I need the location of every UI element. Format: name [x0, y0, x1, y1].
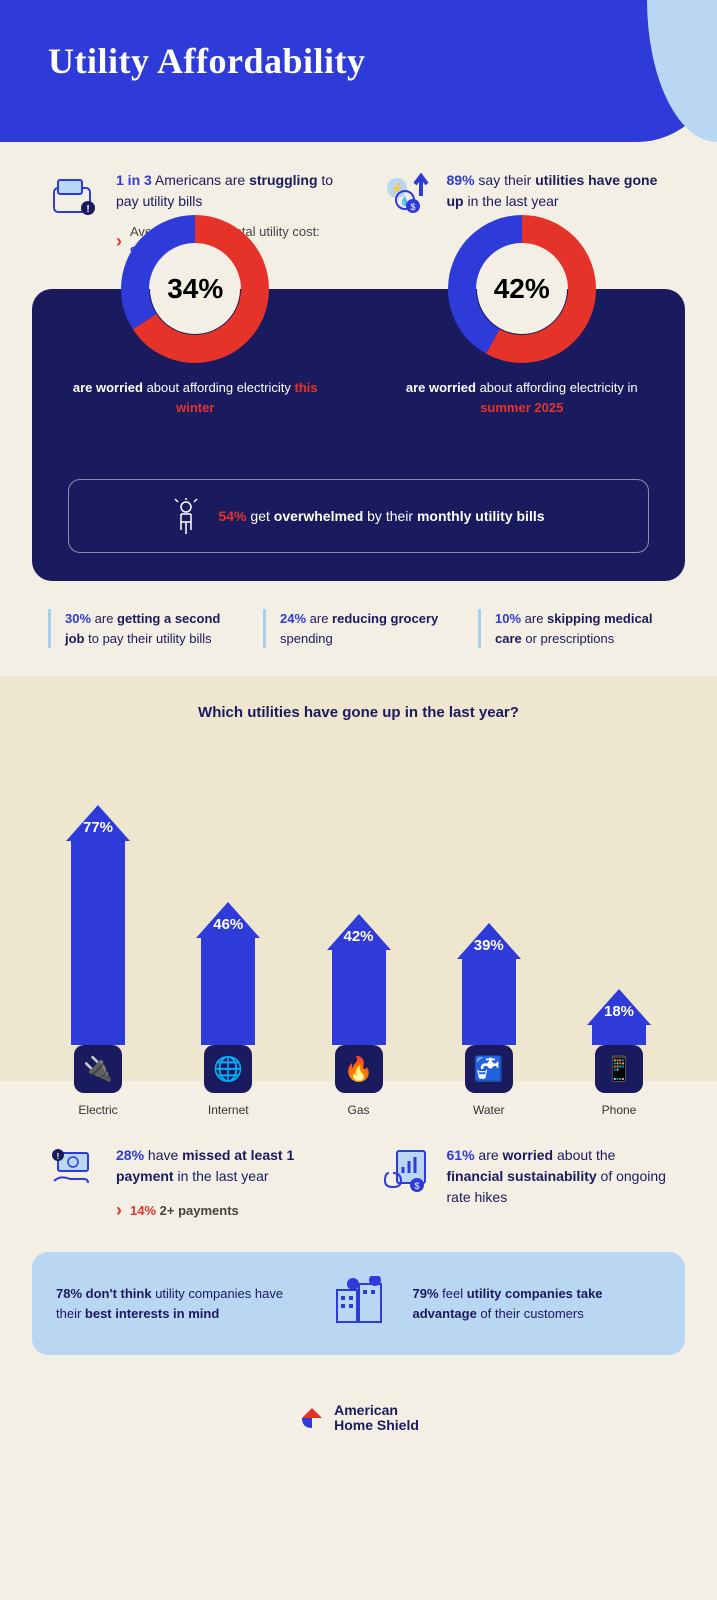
bar-value: 77%: [83, 819, 113, 836]
money-chart-icon: $: [379, 1145, 433, 1193]
phone-icon: 📱: [595, 1045, 643, 1093]
globe-icon: 🌐: [204, 1045, 252, 1093]
donut-panel: 34% are worried about affording electric…: [32, 289, 685, 581]
cash-hand-icon: !: [48, 1145, 102, 1193]
buildings-icon: [329, 1276, 389, 1331]
bar-value: 46%: [213, 916, 243, 933]
three-stats: 30% are getting a second job to pay thei…: [0, 609, 717, 676]
opinion-box: 78% don't think utility companies have t…: [32, 1252, 685, 1355]
svg-text:$: $: [414, 1181, 419, 1191]
bar-label: 🌐 Internet: [178, 1045, 278, 1117]
svg-text:$: $: [410, 202, 415, 212]
chart-labels: 🔌 Electric 🌐 Internet 🔥 Gas 🚰 Water 📱 Ph…: [0, 1045, 717, 1117]
stat-pct: 89%: [447, 172, 475, 188]
wallet-icon: !: [48, 170, 102, 218]
stat-89: ⚡💧$ 89% say their utilities have gone up…: [379, 170, 670, 218]
bar-value: 39%: [474, 937, 504, 954]
donut-value: 34%: [150, 244, 240, 334]
stat-col: 10% are skipping medical care or prescri…: [478, 609, 669, 648]
chart-title: Which utilities have gone up in the last…: [48, 704, 669, 721]
person-stress-icon: [172, 498, 200, 534]
flame-icon: 🔥: [335, 1045, 383, 1093]
bar-water: 39%: [439, 923, 539, 1045]
faucet-icon: 🚰: [465, 1045, 513, 1093]
donut-caption: are worried about affording electricity …: [392, 378, 652, 417]
overwhelm-stat: 54% get overwhelmed by their monthly uti…: [68, 479, 649, 553]
plug-icon: 🔌: [74, 1045, 122, 1093]
bar-chart: Which utilities have gone up in the last…: [0, 676, 717, 1045]
donut-value: 42%: [477, 244, 567, 334]
svg-text:⚡: ⚡: [390, 182, 404, 195]
chevron-icon: ›: [116, 1197, 122, 1224]
bar-label: 🔌 Electric: [48, 1045, 148, 1117]
bar-electric: 77%: [48, 805, 148, 1045]
stat-col: 24% are reducing grocery spending: [263, 609, 454, 648]
donut-caption: are worried about affording electricity …: [65, 378, 325, 417]
bar-internet: 46%: [178, 902, 278, 1045]
header: Utility Affordability: [0, 0, 717, 142]
bar-label: 🚰 Water: [439, 1045, 539, 1117]
logo-icon: [298, 1404, 326, 1432]
bar-label: 🔥 Gas: [309, 1045, 409, 1117]
donut: 42% are worried about affording electric…: [392, 214, 652, 417]
bar-label: 📱 Phone: [569, 1045, 669, 1117]
footer-logo: AmericanHome Shield: [0, 1383, 717, 1474]
bar-gas: 42%: [309, 914, 409, 1045]
up-arrow-icon: ⚡💧$: [379, 170, 433, 218]
svg-text:!: !: [57, 1152, 60, 1161]
stat-pct: 1 in 3: [116, 172, 152, 188]
donut: 34% are worried about affording electric…: [65, 214, 325, 417]
stat-col: 30% are getting a second job to pay thei…: [48, 609, 239, 648]
bar-phone: 18%: [569, 989, 669, 1045]
bar-value: 42%: [343, 928, 373, 945]
page-title: Utility Affordability: [48, 40, 669, 82]
bar-value: 18%: [604, 1003, 634, 1020]
payment-stats: ! 28% have missed at least 1 payment in …: [0, 1117, 717, 1252]
